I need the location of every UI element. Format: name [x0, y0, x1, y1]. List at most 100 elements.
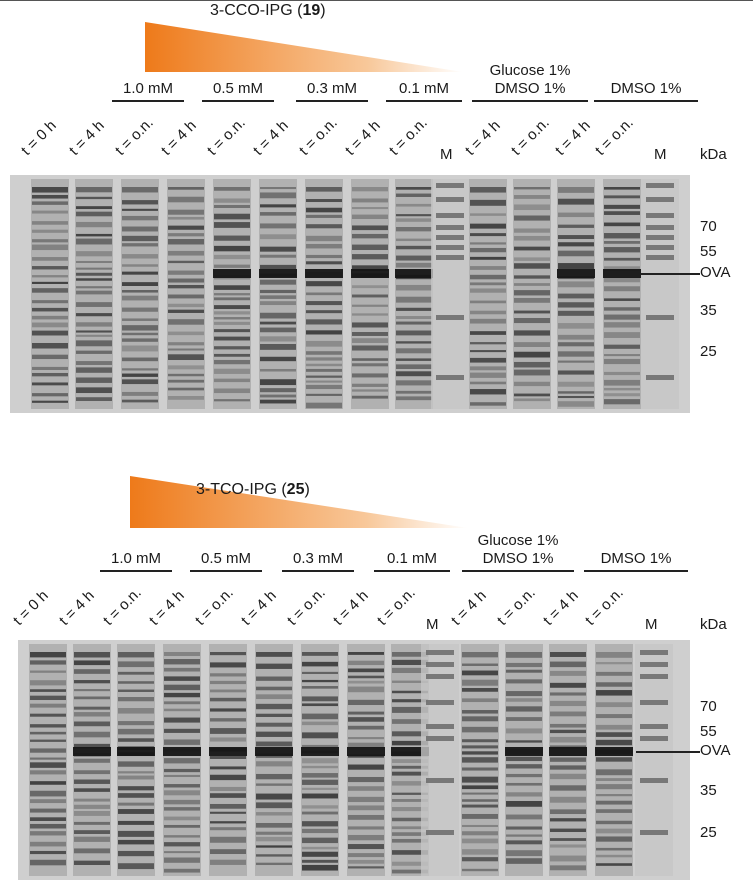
gel-lane [73, 644, 111, 876]
concentration-underline [296, 100, 368, 102]
marker-lane-label: M [426, 616, 439, 633]
gel-lane [421, 644, 459, 876]
ova-label: OVA [700, 264, 731, 281]
gel-lane [255, 644, 293, 876]
mw-label: 35 [700, 782, 717, 799]
lane-label: t = o.n. [203, 114, 249, 159]
control-label-glucose: Glucose 1% [477, 532, 559, 549]
concentration-underline [112, 100, 184, 102]
concentration-gradient-wedge [145, 22, 463, 72]
lane-label: t = o.n. [591, 114, 637, 159]
gel-lane [351, 179, 389, 409]
control-underline [462, 570, 574, 572]
gel-lane [635, 644, 673, 876]
gel-lane [31, 179, 69, 409]
ova-label: OVA [700, 742, 731, 759]
gel-lane [117, 644, 155, 876]
lane-label: t = o.n. [493, 584, 539, 629]
lane-label: t = 0 h [17, 117, 60, 159]
concentration-underline [386, 100, 462, 102]
concentration-label: 0.3 mM [306, 80, 357, 97]
lane-label: t = o.n. [581, 584, 627, 629]
mw-label: 70 [700, 218, 717, 235]
concentration-underline [100, 570, 172, 572]
control-label-dmso-only: DMSO 1% [600, 550, 672, 567]
marker-lane-label: M [645, 616, 658, 633]
concentration-label: 0.5 mM [200, 550, 251, 567]
concentration-underline [190, 570, 262, 572]
concentration-label: 0.1 mM [398, 80, 449, 97]
control-label-glucose: Glucose 1% [489, 62, 571, 79]
mw-label: 55 [700, 243, 717, 260]
lane-label: t = o.n. [507, 114, 553, 159]
concentration-underline [202, 100, 274, 102]
lane-label: t = o.n. [295, 114, 341, 159]
gel-lane [29, 644, 67, 876]
concentration-label: 0.3 mM [292, 550, 343, 567]
control-label-dmso: DMSO 1% [482, 550, 554, 567]
ova-indicator-line [636, 751, 700, 753]
lane-label: t = 4 h [551, 117, 594, 159]
gel-lane [209, 644, 247, 876]
gel-lane [431, 179, 469, 409]
concentration-label: 1.0 mM [122, 80, 173, 97]
marker-lane-label: M [654, 146, 667, 163]
gel-lane [469, 179, 507, 409]
control-underline [472, 100, 588, 102]
gel-image [18, 640, 690, 880]
compound-title: 3-TCO-IPG (25) [196, 481, 310, 498]
lane-label: t = 4 h [461, 117, 504, 159]
mw-label: 70 [700, 698, 717, 715]
lane-label: t = 4 h [65, 117, 108, 159]
gel-lane [259, 179, 297, 409]
lane-label: t = 4 h [329, 587, 372, 629]
marker-lane-label: M [440, 146, 453, 163]
control-underline [584, 570, 688, 572]
unit-label-kda: kDa [700, 616, 727, 633]
lane-label: t = 4 h [55, 587, 98, 629]
gel-panel-top: 3-CCO-IPG (19) 1.0 mM 0.5 mM 0.3 mM 0.1 … [10, 2, 731, 413]
gel-lane [603, 179, 641, 409]
gel-panel-bottom: 3-TCO-IPG (25) 1.0 mM 0.5 mM 0.3 mM 0.1 … [0, 440, 753, 880]
lane-label: t = o.n. [283, 584, 329, 629]
ova-indicator-line [640, 273, 700, 275]
gel-lane [213, 179, 251, 409]
lane-label: t = 4 h [447, 587, 490, 629]
gel-lane [513, 179, 551, 409]
lane-label: t = o.n. [373, 584, 419, 629]
compound-title: 3-CCO-IPG (19) [210, 2, 326, 19]
gel-lane [395, 179, 433, 409]
lane-label: t = 4 h [145, 587, 188, 629]
lane-label: t = o.n. [191, 584, 237, 629]
unit-label-kda: kDa [700, 146, 727, 163]
lane-label: t = o.n. [385, 114, 431, 159]
control-label-dmso-only: DMSO 1% [610, 80, 682, 97]
gel-image [10, 175, 690, 413]
lane-label: t = 4 h [539, 587, 582, 629]
lane-label: t = o.n. [111, 114, 157, 159]
lane-label: t = o.n. [99, 584, 145, 629]
control-underline [594, 100, 698, 102]
lane-label: t = 4 h [341, 117, 384, 159]
gel-lane [75, 179, 113, 409]
concentration-label: 0.5 mM [212, 80, 263, 97]
mw-label: 55 [700, 723, 717, 740]
mw-label: 25 [700, 824, 717, 841]
gel-lane [167, 179, 205, 409]
gel-lane [595, 644, 633, 876]
gel-lane [305, 179, 343, 409]
concentration-label: 1.0 mM [110, 550, 161, 567]
gel-lane [641, 179, 679, 409]
gel-lane [557, 179, 595, 409]
gel-lane [163, 644, 201, 876]
gel-lane [461, 644, 499, 876]
lane-label: t = 4 h [157, 117, 200, 159]
gel-lane [301, 644, 339, 876]
gel-lane [347, 644, 385, 876]
mw-label: 35 [700, 302, 717, 319]
concentration-underline [374, 570, 450, 572]
page-top-rule [0, 0, 753, 1]
concentration-underline [282, 570, 354, 572]
mw-label: 25 [700, 343, 717, 360]
concentration-gradient-wedge [130, 476, 468, 528]
